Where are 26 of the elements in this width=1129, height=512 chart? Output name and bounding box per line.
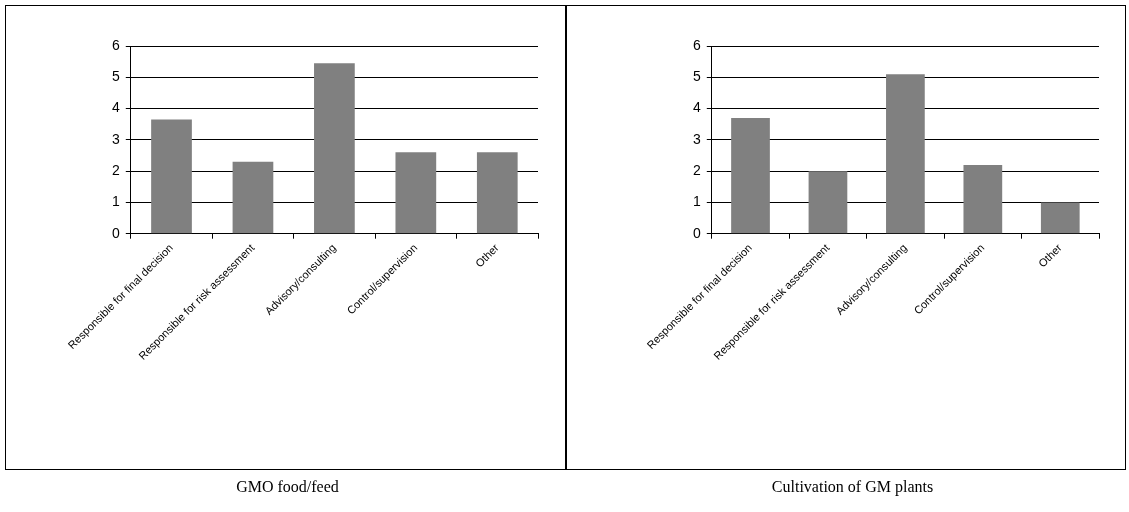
y-tick-label: 4 — [111, 99, 120, 116]
y-tick-label: 1 — [692, 193, 701, 210]
y-tick-label: 3 — [692, 130, 701, 147]
y-tick-label: 5 — [692, 68, 701, 85]
bar — [232, 161, 274, 234]
bar — [476, 152, 518, 234]
bar — [962, 164, 1002, 234]
bar — [314, 63, 355, 234]
y-tick-label: 2 — [692, 161, 701, 178]
bar — [151, 119, 192, 234]
bar — [1040, 202, 1080, 234]
y-tick-label: 1 — [111, 193, 120, 210]
bar — [808, 171, 847, 234]
y-tick-label: 5 — [111, 68, 120, 85]
y-tick-label: 6 — [692, 36, 701, 53]
bar — [395, 152, 437, 234]
text: Cultivation of GM plants — [770, 478, 935, 496]
y-tick-label: 0 — [692, 224, 701, 241]
bar — [730, 117, 770, 234]
y-tick-label: 2 — [111, 161, 120, 178]
bar — [885, 74, 925, 234]
y-tick-label: 0 — [111, 224, 120, 241]
y-tick-label: 6 — [111, 36, 120, 53]
y-tick-label: 4 — [692, 99, 701, 116]
text: GMO food/feed — [235, 478, 340, 496]
y-tick-label: 3 — [111, 130, 120, 147]
